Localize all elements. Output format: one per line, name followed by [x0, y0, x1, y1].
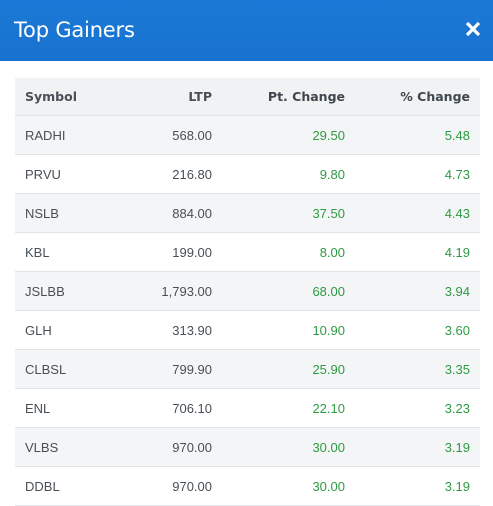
pt-change-cell: 22.10 [312, 401, 345, 416]
table-row[interactable]: CLBSL 799.90 25.90 3.35 [15, 350, 480, 389]
symbol-cell: RADHI [25, 128, 66, 143]
pt-change-cell: 68.00 [312, 284, 345, 299]
pct-change-cell: 3.35 [444, 362, 470, 377]
symbol-cell: NSLB [25, 206, 59, 221]
pt-change-cell: 37.50 [312, 206, 345, 221]
symbol-cell: GLH [25, 323, 52, 338]
table-row[interactable]: ENL 706.10 22.10 3.23 [15, 389, 480, 428]
pt-change-cell: 8.00 [319, 245, 345, 260]
pt-change-cell: 30.00 [312, 479, 345, 494]
pt-change-cell: 25.90 [312, 362, 345, 377]
symbol-cell: KBL [25, 245, 50, 260]
table-row[interactable]: VLBS 970.00 30.00 3.19 [15, 428, 480, 467]
table-row[interactable]: NSLB 884.00 37.50 4.43 [15, 194, 480, 233]
ltp-cell: 313.90 [172, 323, 212, 338]
symbol-cell: ENL [25, 401, 51, 416]
pct-change-cell: 4.43 [444, 206, 470, 221]
pct-change-cell: 3.94 [444, 284, 470, 299]
pt-change-cell: 10.90 [312, 323, 345, 338]
pct-change-cell: 3.19 [444, 479, 470, 494]
ltp-cell: 1,793.00 [161, 284, 212, 299]
ltp-cell: 568.00 [172, 128, 212, 143]
ltp-cell: 970.00 [172, 440, 212, 455]
column-header-pct-change[interactable]: % Change [400, 89, 470, 104]
column-header-symbol[interactable]: Symbol [25, 89, 77, 104]
symbol-cell: VLBS [25, 440, 59, 455]
gainers-table: Symbol LTP Pt. Change % Change RADHI 568.… [15, 78, 480, 506]
ltp-cell: 799.90 [172, 362, 212, 377]
symbol-cell: CLBSL [25, 362, 67, 377]
pct-change-cell: 4.19 [444, 245, 470, 260]
modal-title: Top Gainers [14, 18, 135, 42]
ltp-cell: 199.00 [172, 245, 212, 260]
modal-header: Top Gainers [0, 0, 493, 61]
pct-change-cell: 3.60 [444, 323, 470, 338]
column-header-pt-change[interactable]: Pt. Change [267, 89, 345, 104]
pct-change-cell: 3.19 [444, 440, 470, 455]
table-row[interactable]: PRVU 216.80 9.80 4.73 [15, 155, 480, 194]
ltp-cell: 216.80 [172, 167, 212, 182]
symbol-cell: PRVU [25, 167, 61, 182]
table-row[interactable]: DDBL 970.00 30.00 3.19 [15, 467, 480, 506]
pt-change-cell: 29.50 [312, 128, 345, 143]
ltp-cell: 970.00 [172, 479, 212, 494]
ltp-cell: 884.00 [172, 206, 212, 221]
table-header-row: Symbol LTP Pt. Change % Change [15, 78, 480, 116]
pct-change-cell: 4.73 [444, 167, 470, 182]
pt-change-cell: 30.00 [312, 440, 345, 455]
pct-change-cell: 5.48 [444, 128, 470, 143]
table-row[interactable]: KBL 199.00 8.00 4.19 [15, 233, 480, 272]
pct-change-cell: 3.23 [444, 401, 470, 416]
table-row[interactable]: GLH 313.90 10.90 3.60 [15, 311, 480, 350]
symbol-cell: DDBL [25, 479, 60, 494]
table-row[interactable]: JSLBB 1,793.00 68.00 3.94 [15, 272, 480, 311]
column-header-ltp[interactable]: LTP [188, 89, 212, 104]
pt-change-cell: 9.80 [319, 167, 345, 182]
table-row[interactable]: RADHI 568.00 29.50 5.48 [15, 116, 480, 155]
close-icon[interactable] [464, 20, 482, 38]
ltp-cell: 706.10 [172, 401, 212, 416]
symbol-cell: JSLBB [25, 284, 65, 299]
